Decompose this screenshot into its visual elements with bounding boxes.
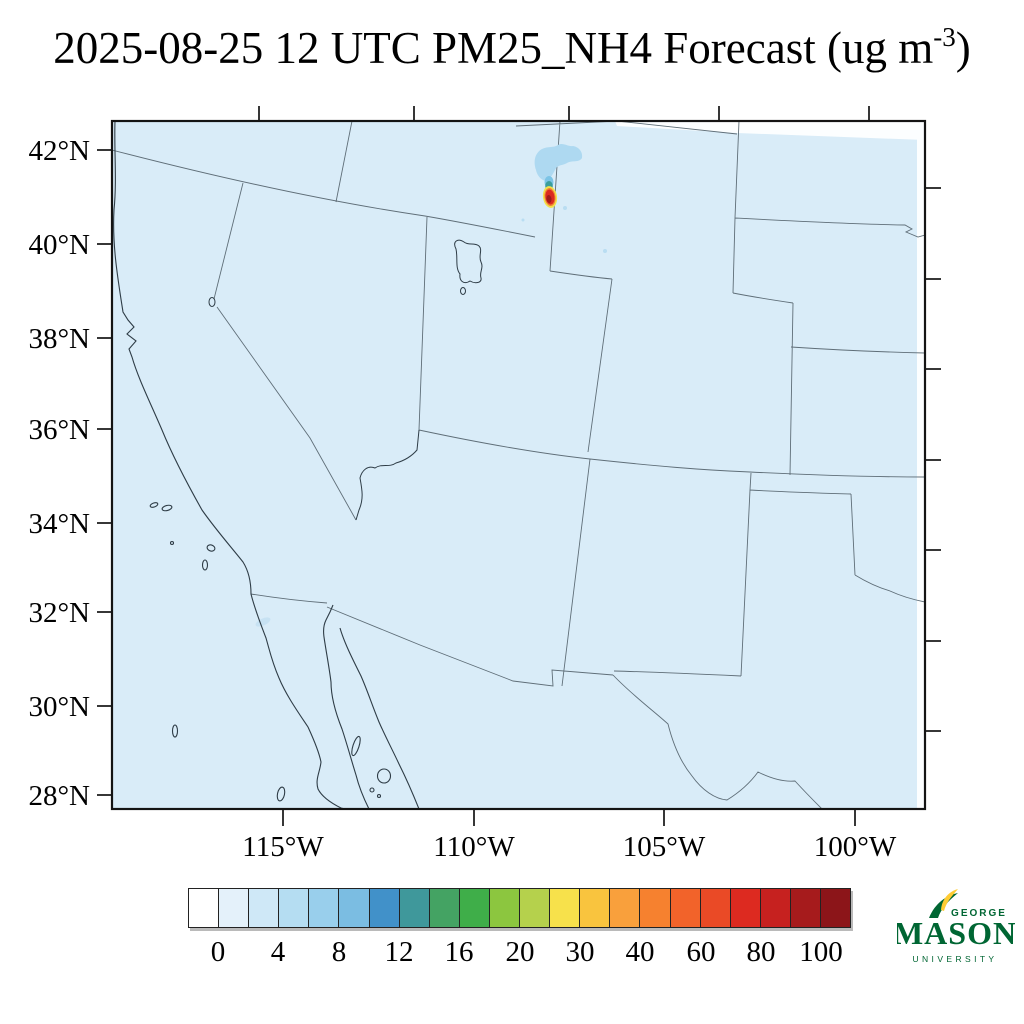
colorbar-segment <box>278 888 310 928</box>
zero-edge-band <box>615 121 925 809</box>
pm25-hotspot <box>534 144 583 208</box>
logo-mason: MASON <box>897 915 1015 951</box>
bottom-axis-ticks <box>282 809 856 826</box>
map-background <box>112 121 925 809</box>
colorbar-segment <box>819 888 852 928</box>
logo-george: GEORGE <box>951 908 1007 919</box>
top-axis-ticks <box>258 106 870 121</box>
lat-label-38n: 38°N <box>28 323 90 355</box>
hotspot-dark-core <box>546 195 552 203</box>
colorbar-segment <box>488 888 521 928</box>
page-title: 2025-08-25 12 UTC PM25_NH4 Forecast (ug … <box>0 22 1024 74</box>
colorbar-segment <box>248 888 280 928</box>
colorbar-segment <box>428 888 460 928</box>
colorbar-segment <box>789 888 821 928</box>
lon-label-115w: 115°W <box>242 831 324 863</box>
map-frame <box>110 119 927 811</box>
lat-label-28n: 28°N <box>28 780 90 812</box>
lon-label-110w: 110°W <box>433 831 515 863</box>
coastline <box>113 121 420 809</box>
colorbar <box>188 888 852 928</box>
lat-label-40n: 40°N <box>28 229 90 261</box>
islands <box>149 502 392 802</box>
colorbar-segment <box>729 888 761 928</box>
title-superscript: -3 <box>933 22 956 52</box>
lat-label-30n: 30°N <box>28 691 90 723</box>
colorbar-segment <box>338 888 370 928</box>
colorbar-label-40: 40 <box>625 936 655 968</box>
logo-university: UNIVERSITY <box>912 954 997 964</box>
colorbar-segment <box>458 888 490 928</box>
colorbar-segment <box>639 888 671 928</box>
right-axis-ticks <box>925 187 941 732</box>
colorbar-segment <box>308 888 340 928</box>
latitude-labels: 42°N 40°N 38°N 36°N 34°N 32°N 30°N 28°N <box>28 135 90 812</box>
colorbar-segment <box>609 888 641 928</box>
lat-label-36n: 36°N <box>28 414 90 446</box>
lake-mead-colorado-river <box>355 429 420 521</box>
colorbar-label-100: 100 <box>799 936 843 968</box>
great-salt-lake <box>454 239 483 284</box>
salton-sea <box>255 617 271 627</box>
colorbar-label-4: 4 <box>270 936 286 968</box>
longitude-labels: 115°W 110°W 105°W 100°W <box>242 831 897 863</box>
colorbar-label-16: 16 <box>444 936 474 968</box>
lake-tahoe <box>208 297 216 307</box>
colorbar-segment <box>579 888 611 928</box>
colorbar-segment <box>188 888 220 928</box>
colorbar-label-80: 80 <box>746 936 776 968</box>
utah-lake <box>460 287 466 295</box>
lat-label-32n: 32°N <box>28 597 90 629</box>
colorbar-segment <box>699 888 731 928</box>
lat-label-42n: 42°N <box>28 135 90 167</box>
colorbar-label-8: 8 <box>331 936 347 968</box>
colorbar-label-12: 12 <box>384 936 414 968</box>
colorbar-segment <box>759 888 791 928</box>
lat-label-34n: 34°N <box>28 508 90 540</box>
lon-label-105w: 105°W <box>623 831 706 863</box>
colorbar-segment <box>519 888 551 928</box>
plume-light-blue <box>534 144 583 181</box>
gmu-logo: GEORGE MASON UNIVERSITY <box>897 889 1015 964</box>
colorbar-label-60: 60 <box>686 936 716 968</box>
colorbar-segment <box>368 888 400 928</box>
left-axis-ticks <box>97 149 112 796</box>
lon-label-100w: 100°W <box>814 831 897 863</box>
title-text: 2025-08-25 12 UTC PM25_NH4 Forecast (ug … <box>53 23 934 73</box>
colorbar-label-0: 0 <box>210 936 226 968</box>
low-value-specks <box>521 206 607 253</box>
colorbar-segment <box>549 888 581 928</box>
colorbar-segment <box>669 888 701 928</box>
colorbar-label-20: 20 <box>505 936 535 968</box>
title-close-paren: ) <box>955 23 971 73</box>
colorbar-labels: 0 4 8 12 16 20 30 40 60 80 100 <box>188 936 851 976</box>
logo-flame-gold-icon <box>941 889 958 911</box>
colorbar-segment <box>398 888 430 928</box>
colorbar-segment <box>218 888 250 928</box>
colorbar-label-30: 30 <box>565 936 595 968</box>
